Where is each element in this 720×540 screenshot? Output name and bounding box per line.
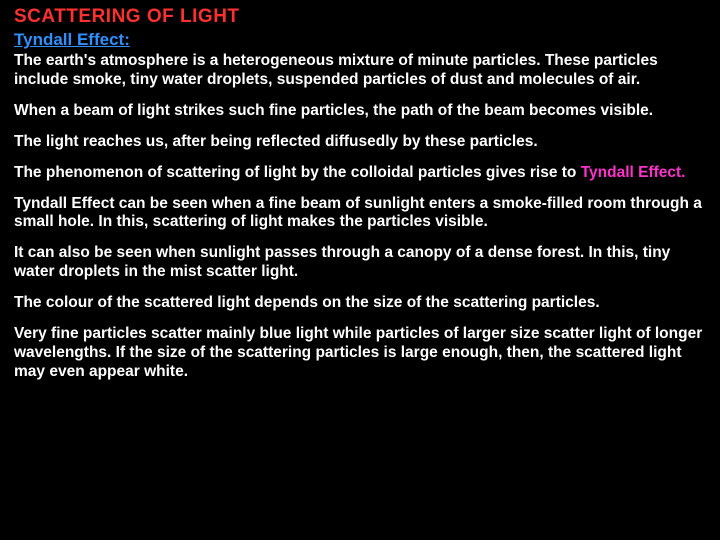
paragraph-3: The light reaches us, after being reflec… <box>14 133 706 152</box>
slide-title: SCATTERING OF LIGHT <box>14 6 706 28</box>
slide-subtitle: Tyndall Effect: <box>14 30 706 50</box>
paragraph-1: The earth's atmosphere is a heterogeneou… <box>14 52 706 90</box>
slide: SCATTERING OF LIGHT Tyndall Effect: The … <box>0 0 720 540</box>
tyndall-effect-highlight: Tyndall Effect. <box>581 164 686 181</box>
paragraph-2: When a beam of light strikes such fine p… <box>14 102 706 121</box>
paragraph-5: Tyndall Effect can be seen when a fine b… <box>14 195 706 233</box>
paragraph-6: It can also be seen when sunlight passes… <box>14 244 706 282</box>
paragraph-4-pre: The phenomenon of scattering of light by… <box>14 164 581 181</box>
paragraph-7: The colour of the scattered light depend… <box>14 294 706 313</box>
paragraph-4: The phenomenon of scattering of light by… <box>14 164 706 183</box>
paragraph-8: Very fine particles scatter mainly blue … <box>14 325 706 382</box>
